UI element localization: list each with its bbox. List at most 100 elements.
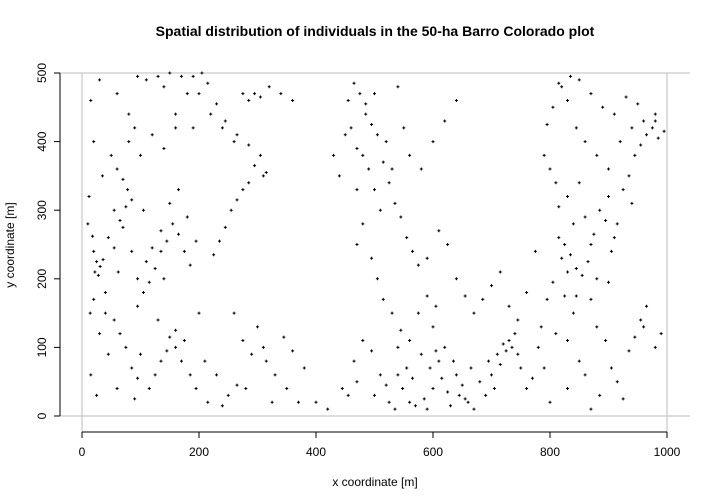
data-point [563, 243, 567, 246]
data-point [194, 387, 198, 391]
data-point [171, 222, 175, 226]
data-point [627, 349, 631, 353]
data-point [604, 339, 608, 343]
data-point [147, 280, 151, 284]
data-point [533, 249, 537, 253]
data-point [349, 126, 353, 130]
data-point [437, 229, 441, 233]
data-point [361, 222, 365, 226]
data-point [446, 243, 450, 246]
data-point [133, 126, 137, 130]
data-point [390, 311, 394, 315]
data-point [405, 366, 409, 370]
data-point [399, 328, 403, 332]
data-point [136, 376, 140, 380]
data-point [355, 380, 359, 384]
data-point [223, 119, 227, 123]
data-point [200, 71, 204, 75]
x-axis-ticks: 0 200 400 600 800 1000 [79, 432, 681, 459]
y-tick-label: 0 [35, 412, 49, 419]
data-point [411, 249, 415, 253]
data-point [554, 332, 558, 336]
data-point [179, 74, 183, 78]
data-point [373, 92, 376, 96]
data-point [159, 249, 163, 253]
data-point [361, 153, 365, 157]
data-point [168, 335, 172, 339]
data-point [174, 112, 178, 116]
data-point [396, 85, 400, 89]
data-point [589, 297, 593, 301]
data-point [92, 249, 96, 253]
x-tick-label: 0 [79, 445, 86, 459]
data-point [589, 243, 593, 246]
data-point [595, 325, 599, 329]
data-point [551, 105, 555, 109]
data-point [98, 332, 102, 336]
data-point [375, 133, 379, 137]
data-point [510, 345, 514, 349]
data-point [408, 400, 412, 404]
data-point [653, 119, 657, 123]
data-point [481, 297, 485, 301]
data-point [89, 98, 93, 102]
data-point [118, 218, 122, 222]
data-point [273, 373, 277, 377]
data-point [411, 376, 415, 380]
data-point [378, 373, 382, 377]
data-point [153, 267, 157, 271]
data-point [416, 263, 420, 267]
y-tick-label: 200 [35, 268, 49, 288]
data-point [408, 153, 412, 157]
data-point [144, 78, 148, 82]
data-point [194, 239, 198, 243]
data-point [130, 198, 134, 202]
data-point [525, 387, 529, 391]
data-point [106, 352, 110, 356]
data-point [124, 345, 128, 349]
data-point [279, 92, 283, 96]
data-point [393, 407, 397, 411]
data-point [133, 397, 137, 401]
data-point [247, 98, 251, 102]
data-point [264, 170, 268, 174]
y-axis-ticks: 0 100 200 300 400 500 [35, 63, 60, 419]
data-point [384, 383, 388, 387]
data-point [621, 188, 625, 192]
data-point [571, 222, 575, 226]
data-point [539, 325, 543, 329]
y-tick-label: 100 [35, 337, 49, 357]
data-point [460, 383, 464, 387]
data-point [650, 126, 654, 130]
x-tick-label: 200 [189, 445, 209, 459]
data-point [607, 194, 610, 198]
data-point [653, 345, 657, 349]
data-point [296, 400, 300, 404]
data-point [177, 188, 181, 192]
data-point [607, 280, 610, 284]
data-point [115, 167, 119, 171]
data-point [566, 339, 570, 343]
data-point [457, 393, 461, 397]
data-point [536, 345, 540, 349]
data-point [463, 397, 467, 401]
data-point [566, 270, 570, 274]
data-point [93, 270, 97, 274]
data-point [583, 215, 587, 219]
data-point [223, 225, 227, 229]
data-point [247, 143, 251, 147]
x-tick-label: 1000 [654, 445, 681, 459]
data-point [399, 215, 403, 219]
data-point [580, 273, 584, 277]
data-point [454, 373, 458, 377]
data-point [612, 236, 616, 240]
data-point [156, 318, 160, 322]
data-point [98, 264, 102, 268]
data-point [609, 366, 613, 370]
data-point [162, 85, 166, 89]
data-point [560, 85, 564, 89]
data-point [568, 74, 572, 78]
data-point [115, 92, 119, 96]
data-point [191, 74, 195, 78]
data-point [615, 222, 619, 226]
